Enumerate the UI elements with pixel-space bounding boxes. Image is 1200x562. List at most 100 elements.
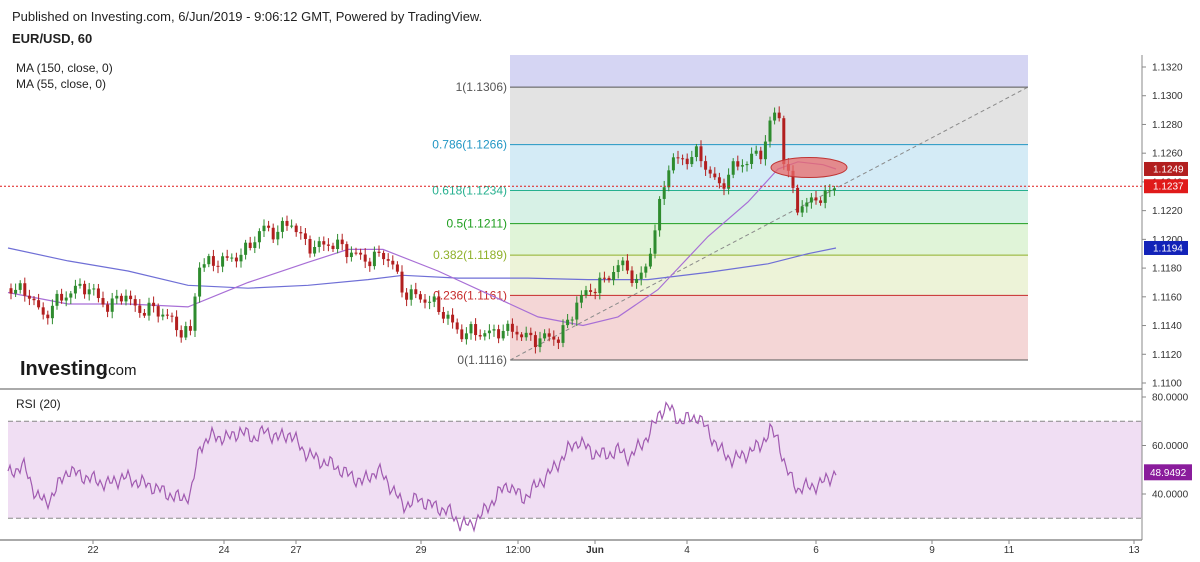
candle-body bbox=[717, 177, 721, 184]
candle-body bbox=[267, 225, 271, 228]
candle-body bbox=[575, 302, 579, 320]
candle-body bbox=[432, 296, 436, 302]
candle-body bbox=[428, 301, 432, 303]
rsi-axis[interactable]: 80.0000 60.0000 40.0000 bbox=[1142, 393, 1189, 501]
candle-body bbox=[188, 326, 192, 331]
candle-body bbox=[423, 299, 427, 303]
fib-level-label: 0.236(1.1161) bbox=[433, 288, 507, 302]
candle-body bbox=[740, 165, 744, 167]
rsi-badge-bg bbox=[1144, 464, 1192, 481]
candle-body bbox=[805, 202, 809, 207]
candle-body bbox=[175, 316, 179, 331]
logo-name: Investing bbox=[20, 358, 108, 380]
candle-body bbox=[566, 319, 570, 326]
candle-body bbox=[377, 251, 381, 253]
candle-body bbox=[409, 289, 413, 300]
price-axis[interactable]: 1.13201.13001.12801.12601.12401.12201.12… bbox=[1142, 63, 1183, 390]
price-badge bbox=[1144, 179, 1188, 194]
candle-body bbox=[18, 283, 22, 290]
candle-body bbox=[340, 239, 344, 245]
candle-body bbox=[685, 158, 689, 165]
candle-body bbox=[750, 153, 754, 164]
candle-body bbox=[584, 290, 588, 296]
candle-body bbox=[317, 241, 321, 247]
fib-zone bbox=[510, 144, 1028, 191]
candle-body bbox=[796, 187, 800, 213]
candle-body bbox=[138, 305, 142, 313]
candle-body bbox=[253, 242, 257, 248]
candle-body bbox=[414, 289, 418, 295]
candle-body bbox=[662, 187, 666, 199]
candle-body bbox=[676, 157, 680, 159]
candle-body bbox=[32, 298, 36, 301]
candle-body bbox=[41, 307, 45, 315]
candle-body bbox=[763, 141, 767, 160]
candle-body bbox=[699, 146, 703, 162]
fib-zone bbox=[510, 255, 1028, 296]
candle-body bbox=[405, 292, 409, 300]
candle-body bbox=[607, 277, 611, 281]
candle-body bbox=[671, 157, 675, 171]
price-tick-label: 1.1280 bbox=[1152, 120, 1183, 131]
time-tick-label: 6 bbox=[813, 545, 819, 556]
candle-body bbox=[727, 174, 731, 189]
ma150-line bbox=[7, 247, 837, 289]
highlight-ellipse bbox=[770, 157, 848, 179]
candle-body bbox=[621, 260, 625, 266]
candle-body bbox=[96, 288, 100, 299]
candle-body bbox=[225, 256, 229, 258]
candle-body bbox=[37, 300, 41, 308]
candle-body bbox=[506, 323, 510, 331]
candle-body bbox=[285, 220, 289, 226]
candle-body bbox=[129, 295, 133, 300]
candle-body bbox=[50, 305, 54, 319]
candle-body bbox=[704, 161, 708, 170]
candle-body bbox=[616, 265, 620, 273]
candle-body bbox=[184, 326, 188, 338]
candle-body bbox=[156, 306, 160, 317]
time-tick-label: 13 bbox=[1128, 545, 1140, 556]
candle-body bbox=[635, 278, 639, 283]
candle-body bbox=[308, 238, 312, 254]
price-badge-label: 1.1249 bbox=[1153, 164, 1184, 175]
candle-body bbox=[119, 295, 123, 302]
candle-body bbox=[589, 290, 593, 292]
ma150-label: MA (150, close, 0) bbox=[16, 61, 113, 75]
candle-body bbox=[809, 197, 813, 203]
candle-body bbox=[147, 302, 151, 316]
time-tick-label: Jun bbox=[586, 545, 604, 556]
fibonacci-retracement[interactable]: 1(1.1306) 0.786(1.1266) 0.618(1.1234) 0.5(1… bbox=[432, 55, 1028, 367]
candle-body bbox=[543, 333, 547, 339]
candle-body bbox=[800, 206, 804, 213]
candle-body bbox=[257, 231, 261, 243]
candle-body bbox=[110, 298, 114, 312]
rsi-band bbox=[8, 421, 1142, 519]
candle-body bbox=[478, 335, 482, 337]
candle-body bbox=[497, 329, 501, 339]
time-tick-label: 27 bbox=[290, 545, 302, 556]
candle-body bbox=[336, 239, 340, 250]
candle-body bbox=[492, 329, 496, 331]
candle-body bbox=[372, 251, 376, 267]
fib-level-label: 0.786(1.1266) bbox=[432, 138, 507, 152]
candle-body bbox=[694, 146, 698, 158]
candle-body bbox=[23, 283, 27, 296]
candle-body bbox=[69, 293, 73, 298]
candle-body bbox=[612, 272, 616, 281]
candle-body bbox=[142, 312, 146, 316]
candle-body bbox=[331, 245, 335, 250]
price-tick-label: 1.1320 bbox=[1152, 63, 1183, 74]
candle-body bbox=[326, 244, 330, 246]
time-axis[interactable]: 22 24 27 29 12:00 Jun 4 6 9 11 13 bbox=[87, 540, 1140, 556]
candle-body bbox=[418, 294, 422, 300]
candle-body bbox=[202, 264, 206, 268]
symbol-title: EUR/USD, 60 bbox=[12, 31, 93, 46]
candle-body bbox=[464, 333, 468, 340]
price-tick-label: 1.1200 bbox=[1152, 235, 1183, 246]
candle-body bbox=[55, 293, 59, 306]
candle-body bbox=[271, 227, 275, 240]
price-tick-label: 1.1220 bbox=[1152, 206, 1183, 217]
candle-body bbox=[556, 339, 560, 343]
candle-body bbox=[460, 329, 464, 340]
